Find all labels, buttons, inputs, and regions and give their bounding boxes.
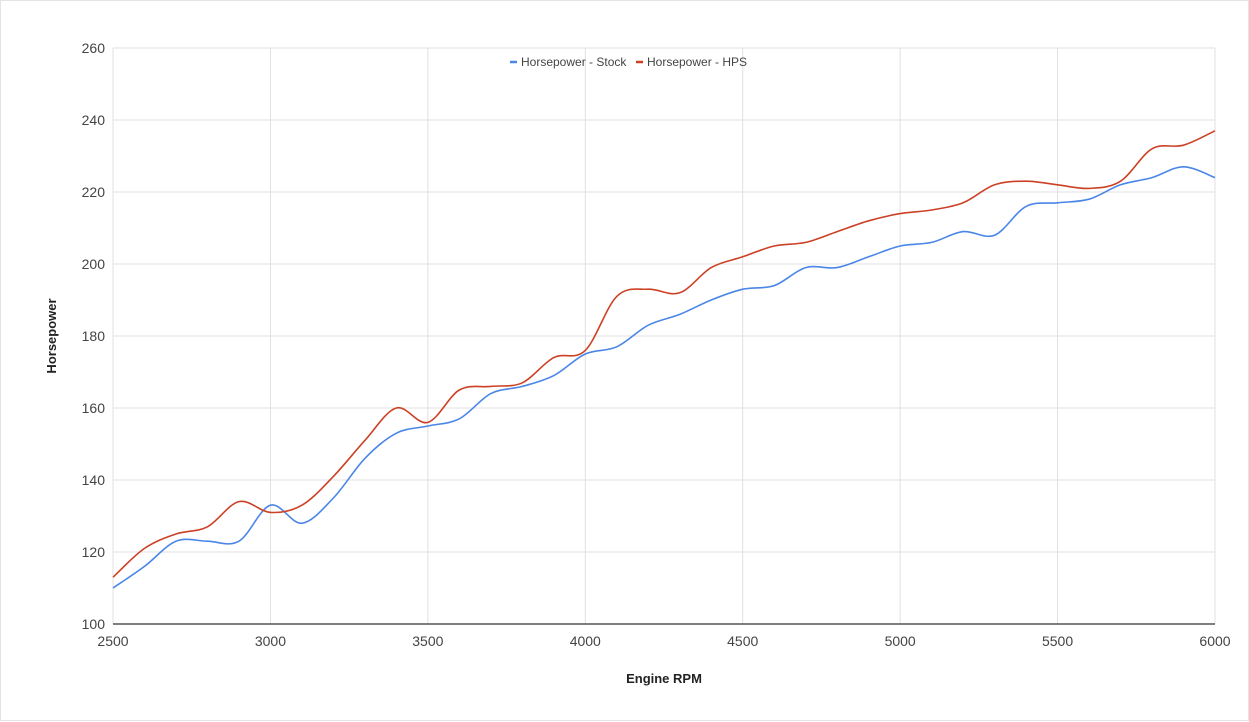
legend: Horsepower - Stock Horsepower - HPS xyxy=(510,55,747,69)
x-tick-label: 4500 xyxy=(727,633,758,649)
y-tick-label: 100 xyxy=(82,616,106,632)
y-tick-label: 120 xyxy=(82,544,106,560)
x-tick-label: 6000 xyxy=(1199,633,1230,649)
y-tick-label: 160 xyxy=(82,400,106,416)
y-tick-label: 180 xyxy=(82,328,106,344)
x-tick-label: 5000 xyxy=(885,633,916,649)
series-lines xyxy=(112,130,1216,589)
legend-label-hps: Horsepower - HPS xyxy=(647,55,747,69)
y-tick-label: 140 xyxy=(82,472,106,488)
y-tick-label: 260 xyxy=(82,40,106,56)
gridlines xyxy=(112,47,1216,625)
axes: 100 120 140 160 180 200 220 240 260 2500 3000 3500 4… xyxy=(82,40,1231,649)
legend-label-stock: Horsepower - Stock xyxy=(521,55,627,69)
x-tick-label: 5500 xyxy=(1042,633,1073,649)
x-tick-label: 2500 xyxy=(97,633,128,649)
y-tick-label: 200 xyxy=(82,256,106,272)
x-tick-label: 4000 xyxy=(570,633,601,649)
series-line-hps xyxy=(112,130,1216,578)
y-tick-label: 220 xyxy=(82,184,106,200)
x-axis-title: Engine RPM xyxy=(626,671,702,686)
x-tick-label: 3000 xyxy=(255,633,286,649)
x-tick-label: 3500 xyxy=(412,633,443,649)
series-line-stock xyxy=(112,166,1216,589)
y-axis-title: Horsepower xyxy=(44,298,59,373)
y-tick-label: 240 xyxy=(82,112,106,128)
